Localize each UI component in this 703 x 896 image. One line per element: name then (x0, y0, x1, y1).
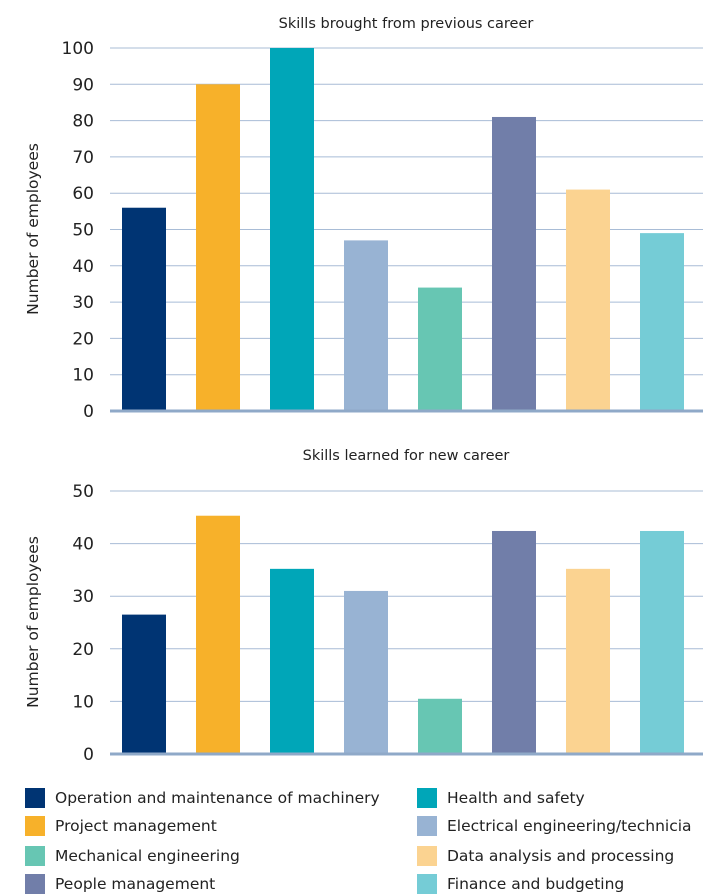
bar (640, 233, 684, 411)
y-tick-label: 80 (72, 112, 94, 132)
bar (492, 530, 536, 754)
legend-swatch (25, 874, 45, 894)
bar (640, 530, 684, 754)
bar (122, 207, 166, 411)
y-tick-label: 40 (72, 535, 94, 555)
bar (566, 568, 610, 754)
bar (344, 590, 388, 754)
chart-new-career: 0 10 20 30 40 50 Skills learned for new career… (24, 448, 703, 765)
legend-label: Project management (55, 817, 217, 835)
bar (196, 84, 240, 412)
legend-swatch (417, 874, 437, 894)
y-tick-label: 20 (72, 640, 94, 660)
y-tick-label: 10 (72, 692, 94, 712)
chart-title: Skills brought from previous career (279, 16, 534, 32)
legend-label: Data analysis and processing (447, 847, 675, 865)
y-tick-label: 10 (72, 366, 94, 386)
y-tick-label: 60 (72, 184, 94, 204)
y-axis-label: Number of employees (24, 143, 42, 315)
bar (270, 568, 314, 754)
chart-previous-career: 0 10 20 30 40 50 60 70 80 90 100 Skills brought fro… (24, 16, 703, 422)
legend-item-people-management: People management (25, 872, 405, 896)
legend-label: Electrical engineering/technicia (447, 817, 692, 835)
legend-swatch (25, 816, 45, 836)
legend-swatch (417, 788, 437, 808)
legend-item-mechanical-engineering: Mechanical engineering (25, 844, 405, 868)
legend-swatch (25, 788, 45, 808)
y-tick-label: 70 (72, 148, 94, 168)
legend-label: Health and safety (447, 789, 585, 807)
bar (122, 614, 166, 754)
bar (492, 116, 536, 411)
legend-item-finance-budgeting: Finance and budgeting (417, 872, 703, 896)
y-tick-label: 30 (72, 293, 94, 313)
y-tick-label: 100 (62, 39, 94, 59)
legend: Operation and maintenance of machinery H… (25, 786, 703, 895)
bar (418, 287, 462, 411)
legend-item-project-management: Project management (25, 814, 405, 838)
legend-item-electrical-engineering: Electrical engineering/technicia (417, 814, 703, 838)
y-tick-label: 90 (72, 75, 94, 95)
bar (270, 48, 314, 411)
legend-swatch (417, 846, 437, 866)
legend-label: Operation and maintenance of machinery (55, 789, 380, 807)
bar (344, 240, 388, 411)
y-tick-label: 0 (83, 745, 94, 765)
legend-item-health-safety: Health and safety (417, 786, 703, 810)
y-tick-label: 50 (72, 221, 94, 241)
legend-item-operation-maintenance: Operation and maintenance of machinery (25, 786, 405, 810)
legend-label: People management (55, 875, 216, 893)
y-tick-label: 0 (83, 402, 94, 422)
y-tick-label: 20 (72, 329, 94, 349)
bar (196, 515, 240, 754)
legend-swatch (25, 846, 45, 866)
legend-item-data-analysis: Data analysis and processing (417, 844, 703, 868)
y-tick-label: 50 (72, 482, 94, 502)
chart-title: Skills learned for new career (303, 448, 510, 464)
bar (566, 189, 610, 411)
y-axis-label: Number of employees (24, 536, 42, 708)
bar (418, 698, 462, 754)
legend-label: Mechanical engineering (55, 847, 240, 865)
y-tick-label: 30 (72, 587, 94, 607)
legend-swatch (417, 816, 437, 836)
y-tick-label: 40 (72, 257, 94, 277)
legend-label: Finance and budgeting (447, 875, 625, 893)
